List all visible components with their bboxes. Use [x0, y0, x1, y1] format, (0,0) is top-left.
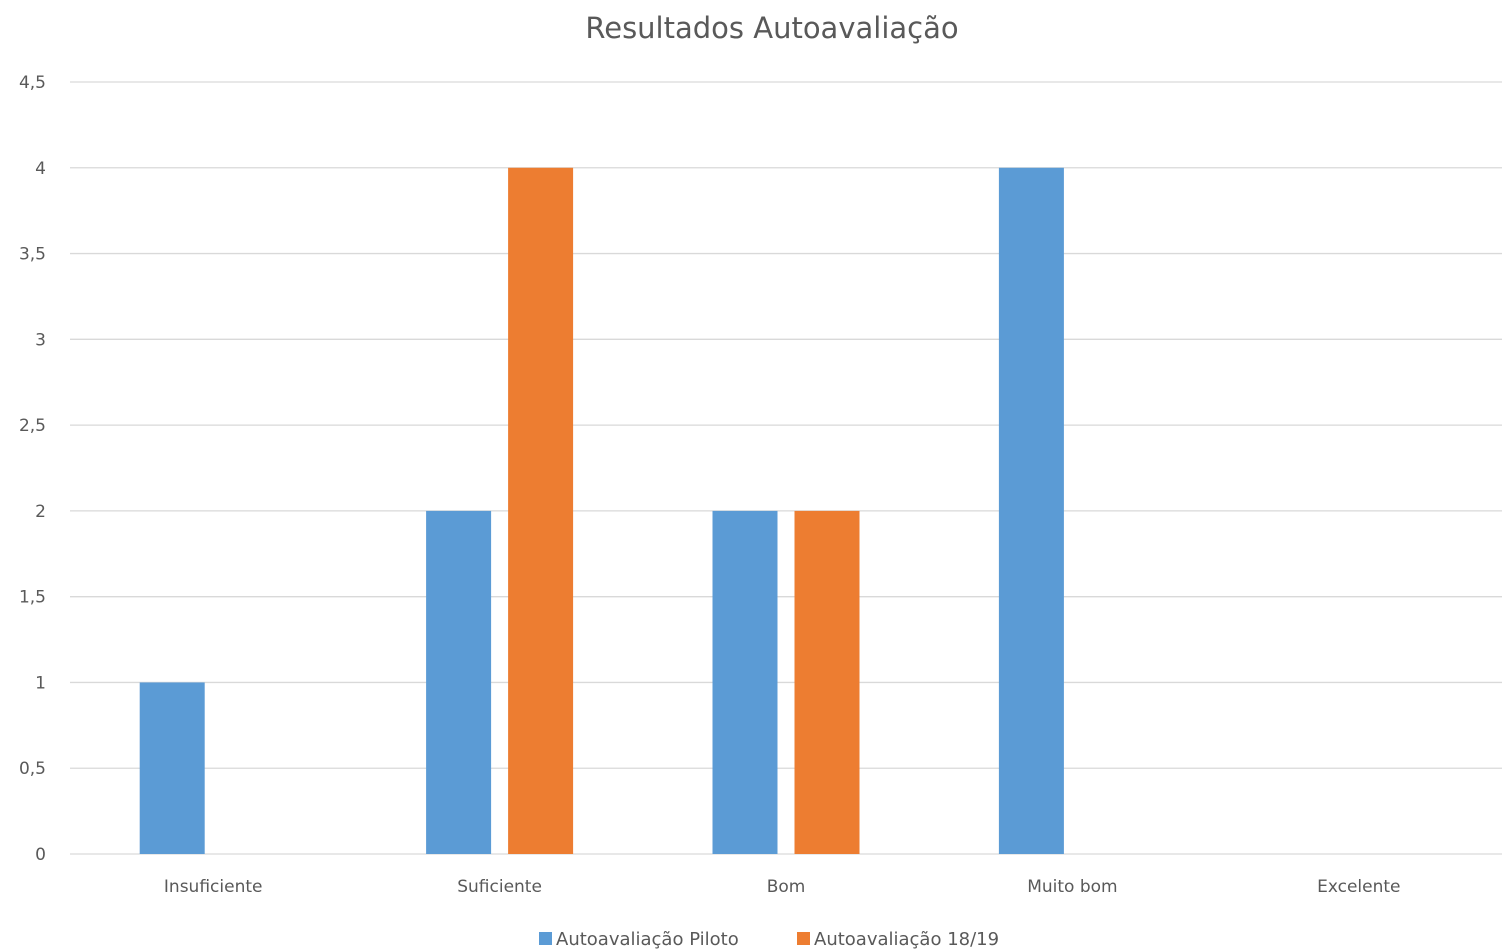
legend-label: Autoavaliação Piloto [556, 929, 739, 950]
y-axis-tick-labels: 0 0,5 1 1,5 2 2,5 3 3,5 4 4,5 [19, 73, 46, 865]
x-tick-label: Suficiente [457, 877, 542, 897]
y-tick-label: 2,5 [19, 416, 46, 436]
bar-piloto-insuficiente [139, 682, 205, 854]
chart-title: Resultados Autoavaliação [585, 11, 958, 45]
y-tick-label: 3 [35, 330, 46, 350]
legend-label: Autoavaliação 18/19 [814, 929, 999, 950]
bars [139, 167, 1064, 854]
x-tick-label: Insuficiente [164, 877, 263, 897]
y-tick-label: 4 [35, 159, 46, 179]
legend: Autoavaliação Piloto Autoavaliação 18/19 [539, 929, 999, 950]
y-tick-label: 4,5 [19, 73, 46, 93]
y-tick-label: 1,5 [19, 588, 46, 608]
x-axis-tick-labels: Insuficiente Suficiente Bom Muito bom Excele… [164, 877, 1401, 897]
gridlines [70, 81, 1502, 855]
bar-piloto-muito-bom [998, 167, 1064, 854]
y-tick-label: 0 [35, 845, 46, 865]
y-tick-label: 2 [35, 502, 46, 522]
bar-piloto-suficiente [426, 510, 492, 854]
legend-swatch [539, 932, 552, 945]
bar-piloto-bom [712, 510, 778, 854]
bar-18-19-suficiente [508, 167, 574, 854]
y-tick-label: 3,5 [19, 245, 46, 265]
x-tick-label: Bom [767, 877, 806, 897]
y-tick-label: 1 [35, 673, 46, 693]
y-tick-label: 0,5 [19, 759, 46, 779]
x-tick-label: Muito bom [1027, 877, 1117, 897]
bar-18-19-bom [794, 510, 860, 854]
legend-swatch [797, 932, 810, 945]
x-tick-label: Excelente [1317, 877, 1400, 897]
